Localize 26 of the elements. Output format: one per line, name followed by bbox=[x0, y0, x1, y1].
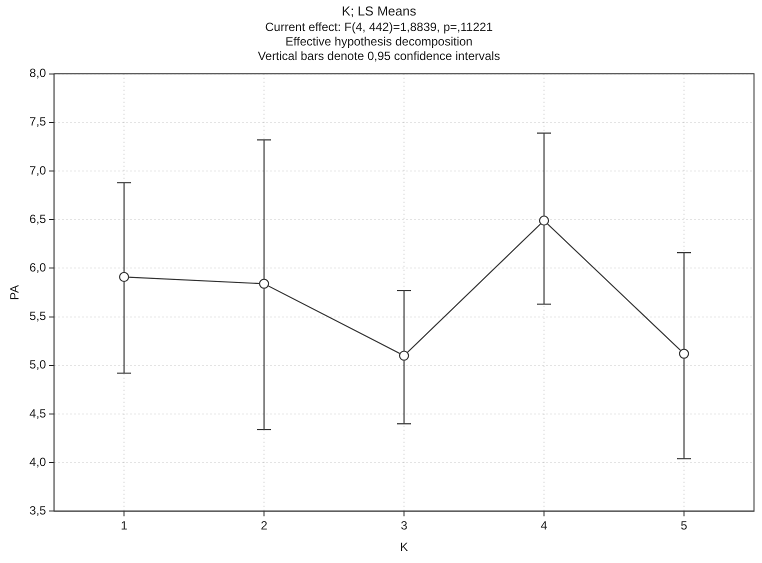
y-tick-label: 5,0 bbox=[29, 358, 46, 372]
x-tick-label: 4 bbox=[540, 518, 548, 533]
y-axis-title: PA bbox=[8, 284, 22, 300]
point bbox=[258, 278, 270, 289]
y-tick-label: 4,5 bbox=[29, 406, 46, 420]
chart-title: K; LS Means bbox=[342, 3, 417, 18]
x-axis-title: K bbox=[400, 540, 408, 554]
y-tick-label: 3,5 bbox=[29, 504, 46, 518]
x-tick-label: 2 bbox=[260, 518, 268, 533]
point bbox=[118, 272, 130, 282]
point bbox=[538, 215, 550, 226]
point bbox=[398, 350, 410, 361]
y-tick-label: 6,5 bbox=[29, 212, 46, 226]
x-tick-label: 3 bbox=[400, 518, 408, 533]
y-tick-label: 7,0 bbox=[29, 163, 46, 178]
y-tick-label: 6,0 bbox=[29, 260, 46, 275]
point bbox=[678, 348, 690, 359]
x-tick-label: 5 bbox=[680, 518, 688, 533]
y-tick-label: 4,0 bbox=[29, 454, 46, 469]
y-tick-label: 7,5 bbox=[29, 114, 46, 129]
text: Vertical bars denote 0,95 confidence intervals bbox=[258, 48, 500, 63]
text: Effective hypothesis decomposition bbox=[285, 34, 473, 49]
y-tick-label: 5,5 bbox=[29, 309, 46, 324]
y-tick-label: 8,0 bbox=[29, 66, 46, 80]
chart-subtitle: Current effect: F(4, 442)=1,8839, p=,11221 bbox=[265, 20, 494, 34]
x-tick-label: 1 bbox=[120, 518, 128, 533]
